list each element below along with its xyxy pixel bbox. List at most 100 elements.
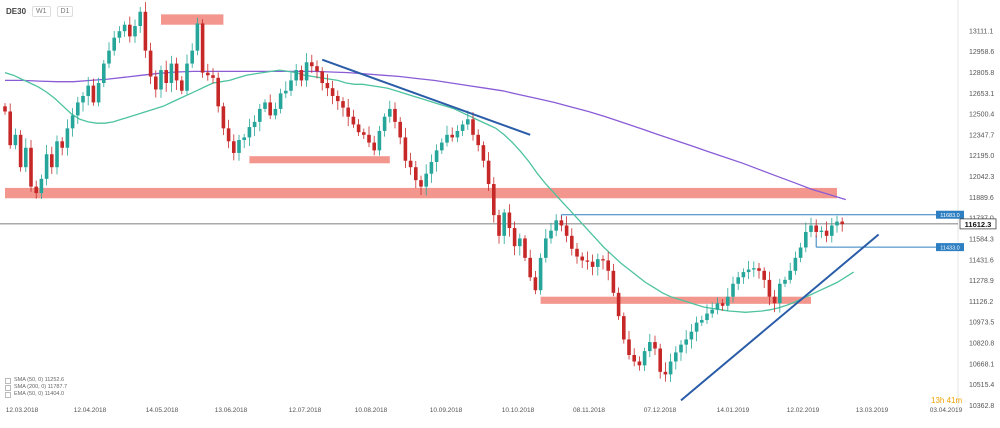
legend-item[interactable]: EMA (50, 0) 11404.0 bbox=[5, 391, 67, 398]
y-tick-label: 10820.8 bbox=[969, 341, 994, 348]
y-tick-label: 12195.0 bbox=[969, 153, 994, 160]
legend-label: EMA (50, 0) 11404.0 bbox=[14, 391, 65, 397]
candle-body bbox=[622, 316, 626, 340]
timeframe-selector[interactable]: D1 bbox=[56, 5, 74, 17]
candle-body bbox=[476, 134, 480, 146]
y-tick-label: 12653.1 bbox=[969, 91, 994, 98]
candle-body bbox=[746, 269, 751, 273]
chart-toolbar: DE30 W1 D1 bbox=[6, 4, 74, 18]
plot-area bbox=[0, 0, 958, 423]
candle-body bbox=[195, 23, 200, 51]
candle-body bbox=[258, 108, 262, 122]
checkbox-icon[interactable] bbox=[5, 377, 11, 384]
candle-body bbox=[611, 270, 616, 293]
candle-body bbox=[523, 238, 527, 258]
checkbox-icon[interactable] bbox=[5, 391, 11, 398]
candle-body bbox=[55, 141, 59, 168]
x-tick-label: 12.02.2019 bbox=[787, 407, 820, 414]
support-zone-mid bbox=[249, 156, 390, 164]
candle-body bbox=[44, 154, 49, 179]
x-tick-label: 12.03.2018 bbox=[6, 407, 39, 414]
candle-body bbox=[362, 132, 366, 135]
candle-body bbox=[138, 11, 142, 27]
checkbox-icon[interactable] bbox=[5, 384, 11, 391]
y-tick-label: 11584.3 bbox=[969, 236, 994, 243]
candle-body bbox=[424, 173, 428, 187]
interval-selector[interactable]: W1 bbox=[32, 5, 51, 17]
candle-body bbox=[492, 184, 496, 216]
candle-body bbox=[632, 354, 636, 362]
uptrend-line bbox=[680, 233, 880, 402]
candle-body bbox=[809, 225, 813, 232]
level-price-badge bbox=[936, 210, 964, 219]
candle-body bbox=[720, 303, 725, 306]
legend-item[interactable]: SMA (200, 0) 11787.7 bbox=[5, 384, 67, 391]
candle-body bbox=[3, 106, 7, 112]
candle-body bbox=[60, 141, 64, 148]
candle-body bbox=[112, 37, 116, 51]
candle-body bbox=[445, 134, 449, 143]
candle-body bbox=[710, 309, 714, 314]
level-price-label: 11433.0 bbox=[940, 245, 959, 251]
candle-body bbox=[694, 322, 699, 332]
x-tick-label: 12.04.2018 bbox=[74, 407, 107, 414]
candle-body bbox=[34, 186, 38, 194]
candle-body bbox=[237, 139, 241, 153]
candle-body bbox=[466, 119, 470, 125]
current-price-label: 11612.3 bbox=[965, 220, 992, 229]
candle-body bbox=[700, 320, 704, 323]
y-tick-label: 11278.9 bbox=[969, 278, 994, 285]
candle-body bbox=[762, 270, 766, 280]
candle-body bbox=[616, 292, 621, 317]
candle-body bbox=[596, 259, 600, 267]
candle-body bbox=[13, 134, 18, 146]
candle-body bbox=[206, 72, 210, 76]
candle-body bbox=[310, 62, 314, 67]
candle-body bbox=[76, 102, 80, 116]
symbol-label[interactable]: DE30 bbox=[6, 6, 27, 16]
candle-body bbox=[216, 77, 220, 107]
x-tick-label: 03.04.2019 bbox=[930, 407, 963, 414]
level-price-badge bbox=[936, 243, 964, 252]
candle-body bbox=[346, 107, 350, 117]
candle-body bbox=[434, 150, 439, 163]
candle-body bbox=[133, 26, 137, 37]
y-tick-label: 13111.1 bbox=[969, 28, 993, 35]
y-tick-label: 10515.4 bbox=[969, 382, 994, 389]
candle-body bbox=[502, 212, 506, 236]
candle-body bbox=[512, 228, 517, 247]
candle-body bbox=[169, 63, 174, 84]
candle-body bbox=[486, 160, 491, 185]
level-price-label: 11683.0 bbox=[940, 213, 959, 219]
candle-body bbox=[663, 371, 668, 375]
candle-body bbox=[767, 279, 772, 297]
candle-body bbox=[471, 119, 475, 135]
candle-body bbox=[637, 361, 642, 366]
candle-body bbox=[518, 238, 522, 247]
legend-item[interactable]: SMA (50, 0) 11252.6 bbox=[5, 377, 67, 384]
y-tick-label: 10973.5 bbox=[969, 320, 994, 327]
x-tick-label: 10.10.2018 bbox=[502, 407, 535, 414]
y-tick-label: 12042.3 bbox=[969, 174, 994, 181]
candle-body bbox=[185, 63, 189, 91]
candle-body bbox=[460, 124, 465, 131]
candle-body bbox=[840, 221, 844, 225]
candle-body bbox=[50, 154, 54, 168]
candle-body bbox=[143, 11, 148, 51]
candle-body bbox=[570, 235, 574, 249]
x-tick-label: 08.11.2018 bbox=[573, 407, 605, 414]
candle-body bbox=[601, 259, 605, 261]
candle-body bbox=[393, 108, 397, 122]
candle-body bbox=[107, 50, 111, 64]
candle-body bbox=[70, 115, 75, 129]
support-zone-low bbox=[540, 296, 811, 304]
candle-body bbox=[24, 147, 28, 168]
candle-body bbox=[731, 283, 735, 297]
x-tick-label: 13.06.2018 bbox=[215, 407, 248, 414]
current-price-badge bbox=[959, 218, 997, 230]
candle-body bbox=[356, 124, 361, 133]
candle-body bbox=[336, 95, 340, 102]
y-tick-label: 11431.6 bbox=[969, 257, 994, 264]
candle-body bbox=[289, 80, 293, 91]
